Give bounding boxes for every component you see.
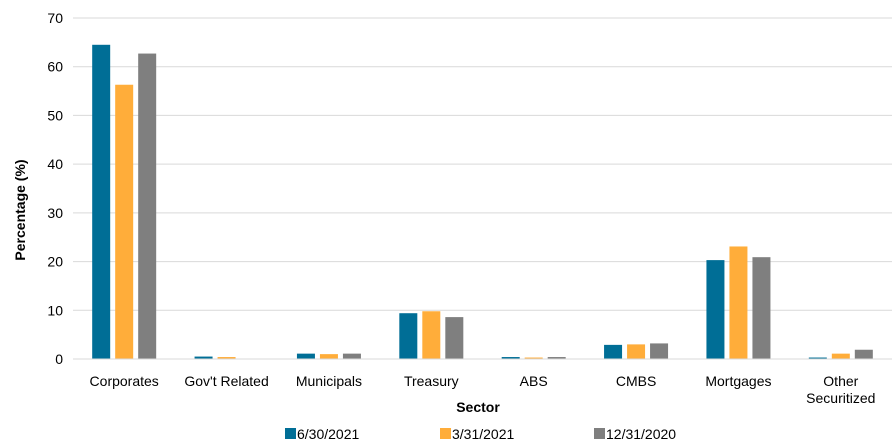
bar <box>296 353 315 359</box>
bar <box>92 44 111 360</box>
bar <box>115 84 134 359</box>
bar <box>831 353 850 359</box>
x-tick-label: Securitized <box>806 390 875 406</box>
bars <box>92 44 873 360</box>
x-tick-label: Other <box>823 373 858 389</box>
bar <box>627 344 646 359</box>
y-tick-label: 60 <box>47 59 63 75</box>
bar <box>524 357 543 359</box>
x-tick-label: CMBS <box>616 373 656 389</box>
x-axis-title: Sector <box>456 399 500 415</box>
bar <box>706 260 725 359</box>
x-tick-label: ABS <box>520 373 548 389</box>
bar <box>138 53 157 359</box>
y-tick-label: 10 <box>47 302 63 318</box>
x-tick-label: Mortgages <box>705 373 771 389</box>
bar <box>650 343 669 359</box>
legend-label: 6/30/2021 <box>297 426 359 442</box>
y-axis-title: Percentage (%) <box>12 159 28 260</box>
y-tick-label: 30 <box>47 205 63 221</box>
legend: 6/30/2021 3/31/2021 12/31/2020 <box>285 426 676 442</box>
y-tick-label: 50 <box>47 107 63 123</box>
bar <box>854 349 873 359</box>
bar <box>604 344 623 359</box>
bar <box>422 311 441 359</box>
x-tick-label: Gov't Related <box>184 373 268 389</box>
y-tick-label: 70 <box>47 10 63 26</box>
bar <box>752 257 771 359</box>
gridlines <box>73 17 892 311</box>
bar <box>445 317 464 359</box>
bar <box>729 246 748 359</box>
x-tick-label: Municipals <box>296 373 362 389</box>
legend-swatch <box>285 428 296 439</box>
legend-swatch <box>594 428 605 439</box>
legend-swatch <box>440 428 451 439</box>
legend-label: 12/31/2020 <box>606 426 676 442</box>
y-tick-label: 20 <box>47 254 63 270</box>
bar <box>808 357 827 359</box>
bar <box>547 357 566 359</box>
legend-label: 3/31/2021 <box>452 426 514 442</box>
y-tick-label: 0 <box>55 351 63 367</box>
bar <box>217 357 236 359</box>
bar <box>342 353 361 359</box>
x-axis-ticks: Corporates Gov't Related Municipals Treasur… <box>90 373 876 406</box>
bar <box>399 313 418 359</box>
y-tick-label: 40 <box>47 156 63 172</box>
bar <box>501 357 520 359</box>
x-tick-label: Treasury <box>404 373 459 389</box>
bar <box>194 356 213 359</box>
y-axis-ticks: 0 10 20 30 40 50 60 70 <box>47 10 63 367</box>
bar <box>319 354 338 359</box>
x-tick-label: Corporates <box>90 373 159 389</box>
